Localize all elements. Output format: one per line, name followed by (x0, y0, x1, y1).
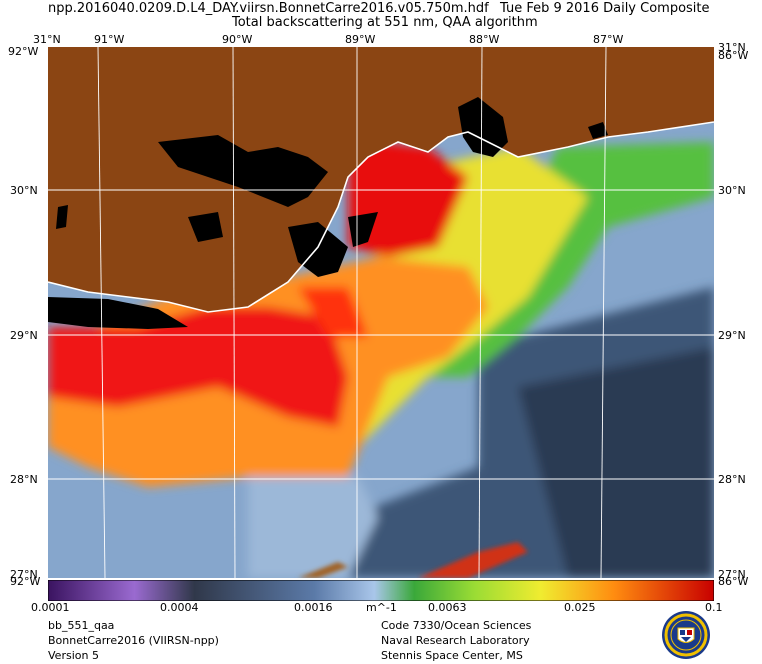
colorbar-tick: 0.0016 (294, 601, 333, 614)
nrl-seal-logo (662, 611, 710, 659)
dataset-name: BonnetCarre2016 (VIIRSN-npp) (48, 634, 219, 647)
backscatter-map (48, 47, 714, 578)
org-location: Stennis Space Center, MS (381, 649, 523, 662)
lat-label: 28°N (718, 473, 746, 486)
marsh-wetlands (48, 97, 608, 329)
lat-label: 30°N (10, 184, 38, 197)
corner-lon-label: 86°W (718, 49, 749, 62)
composite-date: Tue Feb 9 2016 Daily Composite (500, 1, 710, 16)
org-code: Code 7330/Ocean Sciences (381, 619, 532, 632)
land (48, 47, 714, 312)
colorbar-tick: 0.0063 (428, 601, 467, 614)
file-name: npp.2016040.0209.D.L4_DAY.viirsn.BonnetC… (48, 1, 489, 16)
org-name: Naval Research Laboratory (381, 634, 530, 647)
corner-lat-label: 31°N (33, 33, 61, 46)
colorbar-tick: 0.0004 (160, 601, 199, 614)
lat-label: 29°N (10, 329, 38, 342)
lat-label: 28°N (10, 473, 38, 486)
colorbar-unit: m^-1 (366, 601, 397, 614)
corner-lat-label: 27°N (718, 568, 746, 581)
corner-lon-label: 92°W (10, 575, 41, 588)
map-subtitle: Total backscattering at 551 nm, QAA algo… (232, 15, 538, 30)
corner-lat-label: 31°N (718, 41, 746, 54)
graticule (48, 47, 714, 578)
corner-lon-label: 86°W (718, 575, 749, 588)
lon-label: 91°W (94, 33, 125, 46)
version-label: Version 5 (48, 649, 99, 662)
lat-label: 30°N (718, 184, 746, 197)
colorbar-tick: 0.0001 (31, 601, 70, 614)
lon-label: 87°W (593, 33, 624, 46)
colorbar (48, 580, 714, 601)
corner-lon-label: 92°W (8, 45, 39, 58)
lon-label: 89°W (345, 33, 376, 46)
product-name: bb_551_qaa (48, 619, 115, 632)
colorbar-tick: 0.025 (564, 601, 596, 614)
corner-lat-label: 27°N (10, 568, 38, 581)
colorbar-tick: 0.1 (705, 601, 723, 614)
lat-label: 29°N (718, 329, 746, 342)
lon-label: 90°W (222, 33, 253, 46)
red-nearshore (48, 307, 348, 427)
coastline (48, 121, 714, 313)
lon-label: 88°W (469, 33, 500, 46)
